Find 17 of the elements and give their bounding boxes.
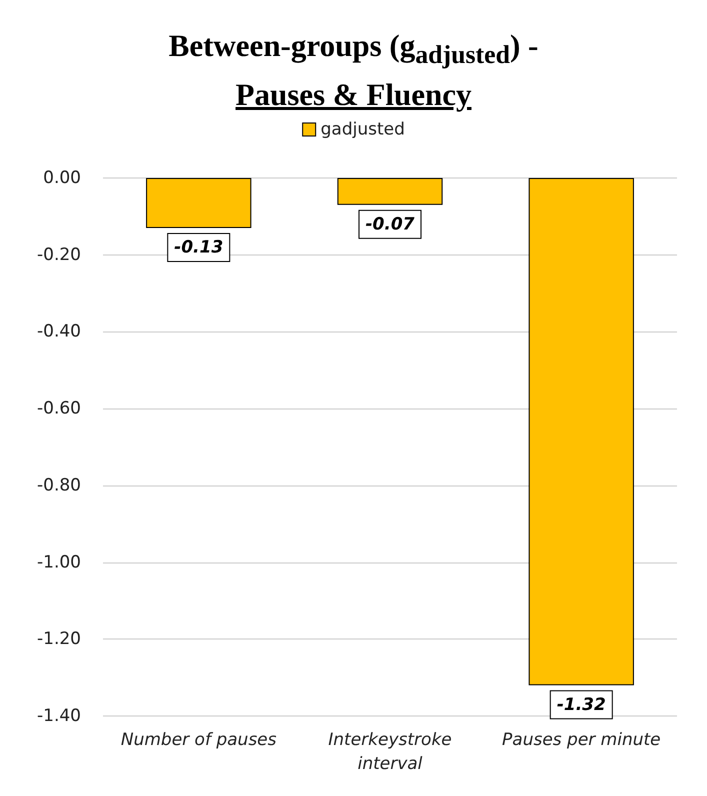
chart-title: Between-groups (g$_{adjusted}$) -	[168, 27, 540, 72]
data-label: -0.07	[366, 214, 415, 234]
y-tick-label: -1.40	[37, 706, 81, 726]
data-label: -0.13	[174, 237, 224, 258]
y-tick-label: -1.00	[37, 552, 81, 572]
y-tick-label: -0.60	[37, 398, 81, 419]
y-tick-label: -0.20	[37, 244, 81, 265]
x-tick-label: Number of pauses	[120, 730, 277, 750]
x-tick-label: Pauses per minute	[502, 730, 661, 750]
data-label: -1.32	[556, 694, 606, 715]
y-tick-label: -1.20	[37, 629, 81, 650]
y-tick-label: -0.40	[37, 322, 81, 342]
y-tick-label: -0.80	[37, 475, 81, 496]
legend-label: gadjusted	[320, 120, 405, 140]
chart-subtitle: Pauses & Fluency	[234, 76, 472, 114]
y-tick-label: 0.00	[43, 168, 81, 188]
x-tick-label: Interkeystroke interval	[328, 730, 452, 774]
